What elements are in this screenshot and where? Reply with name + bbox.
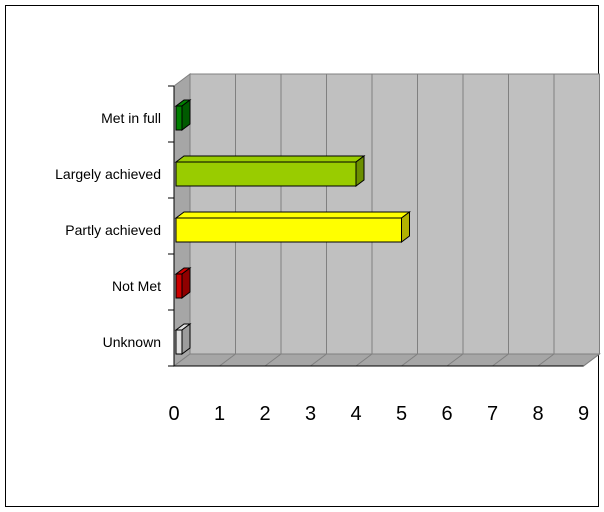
bar-top — [174, 155, 366, 163]
bar-front — [175, 161, 357, 187]
category-label: Partly achieved — [65, 222, 161, 238]
category-label: Largely achieved — [55, 166, 161, 182]
bar-side — [181, 267, 191, 299]
bar-front — [175, 217, 402, 243]
bar-front — [175, 273, 183, 299]
bar — [174, 211, 411, 243]
category-label: Unknown — [103, 334, 161, 350]
floor-gridline — [355, 353, 373, 367]
floor-gridline — [219, 353, 236, 367]
bar — [174, 323, 192, 355]
floor-gridline — [583, 353, 600, 367]
floor — [172, 353, 601, 367]
x-tick-label: 9 — [578, 403, 589, 425]
bar-front — [175, 329, 183, 355]
bar-side — [401, 211, 410, 243]
x-tick-label: 0 — [168, 403, 179, 425]
bar-top — [174, 211, 411, 219]
x-tick-label: 7 — [487, 403, 498, 425]
floor-gridline — [446, 353, 464, 367]
bar-side — [181, 323, 191, 355]
bars — [174, 99, 411, 355]
category-label: Not Met — [112, 278, 161, 294]
bar-front — [175, 105, 183, 131]
x-tick-label: 5 — [396, 403, 407, 425]
bar-side — [181, 99, 191, 131]
x-tick-label: 2 — [259, 403, 270, 425]
x-tick-label: 4 — [350, 403, 361, 425]
floor-gridline — [492, 353, 509, 367]
bar-side — [355, 155, 365, 187]
floor-gridline — [537, 353, 555, 367]
bar — [174, 99, 192, 131]
x-tick-label: 1 — [214, 403, 225, 425]
x-tick-label: 6 — [441, 403, 452, 425]
axis-labels: Met in full Largely achieved Partly achiev… — [55, 110, 589, 425]
floor-gridline — [310, 353, 327, 367]
bar — [174, 155, 366, 187]
bar — [174, 267, 192, 299]
x-tick-label: 3 — [305, 403, 316, 425]
floor-gridline — [401, 353, 418, 367]
category-label: Met in full — [101, 110, 161, 126]
floor-gridline — [264, 353, 282, 367]
x-tick-label: 8 — [532, 403, 543, 425]
